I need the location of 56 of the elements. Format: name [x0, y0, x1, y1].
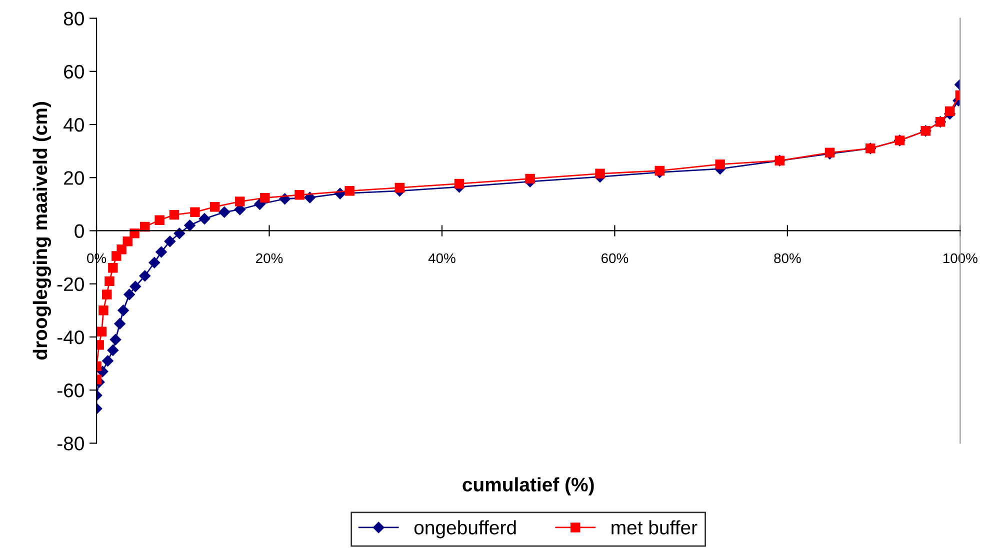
y-tick-label: -80 [57, 436, 84, 450]
point [96, 326, 107, 337]
point [139, 270, 150, 282]
point [184, 220, 196, 232]
point [118, 304, 129, 316]
point [198, 213, 210, 224]
x-tick-label: 80% [774, 253, 801, 264]
legend-label: met buffer [612, 520, 698, 534]
point [344, 186, 354, 196]
point [130, 228, 140, 238]
point [122, 236, 132, 246]
point [218, 206, 230, 218]
point [124, 288, 135, 300]
x-axis-title: cumulatief (%) [462, 477, 594, 496]
point [148, 257, 160, 268]
point [454, 178, 464, 189]
x-tick-label: 40% [428, 253, 456, 264]
point [235, 196, 245, 206]
point [944, 106, 955, 116]
y-tick-label: -40 [57, 330, 84, 344]
point [98, 306, 108, 316]
point [595, 168, 605, 179]
point [114, 318, 126, 330]
point [154, 215, 164, 225]
point [156, 246, 167, 258]
point [260, 192, 270, 203]
point [304, 192, 316, 204]
point [130, 280, 141, 292]
y-tick-label: -60 [57, 384, 84, 398]
point [294, 190, 304, 200]
y-axis-title: drooglegging maaiveld (cm) [32, 102, 52, 360]
point [102, 290, 112, 300]
y-tick-label: 60 [64, 64, 84, 79]
point [525, 174, 535, 184]
y-tick-label: 40 [64, 118, 84, 132]
point [164, 236, 176, 247]
x-tick-label: 100% [943, 253, 978, 264]
point [654, 166, 664, 176]
point [116, 244, 126, 254]
x-tick-label: 60% [602, 253, 628, 264]
y-tick-label: 20 [64, 171, 84, 185]
point [110, 334, 122, 346]
y-tick-label: -20 [57, 277, 84, 292]
y-tick-label: 0 [74, 224, 84, 238]
point [104, 276, 114, 286]
point [210, 202, 220, 212]
y-tick-label: 80 [64, 12, 84, 26]
point [190, 207, 200, 218]
point [394, 182, 405, 193]
point [107, 344, 119, 356]
point [102, 355, 114, 366]
x-tick-label: 20% [256, 253, 283, 264]
point [715, 159, 725, 170]
point [108, 263, 118, 273]
point [169, 210, 180, 220]
legend-label: ongebufferd [414, 520, 516, 538]
